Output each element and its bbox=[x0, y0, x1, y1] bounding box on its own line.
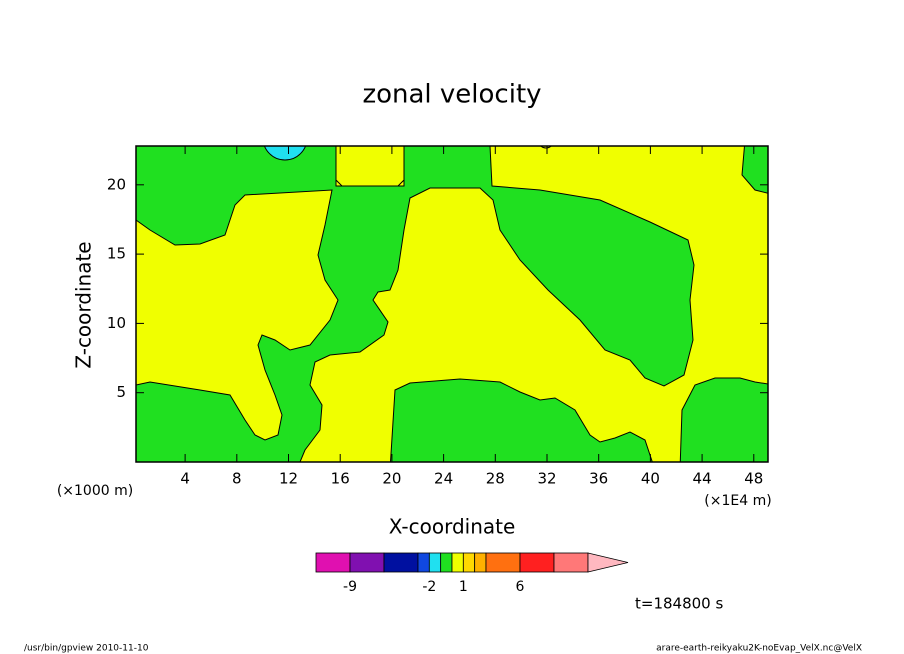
x-axis-label: X-coordinate bbox=[389, 515, 516, 539]
x-tick-label: 12 bbox=[279, 470, 298, 488]
colorbar-extension bbox=[587, 552, 629, 573]
y-tick-label: 10 bbox=[107, 314, 126, 332]
contour-field bbox=[136, 146, 768, 462]
colorbar-tick-label: 6 bbox=[516, 579, 525, 595]
x-tick-label: 8 bbox=[232, 470, 242, 488]
x-tick-label: 32 bbox=[537, 470, 556, 488]
contour-region bbox=[263, 146, 307, 161]
contour-region bbox=[136, 189, 339, 441]
source-label: arare-earth-reikyaku2K-noEvap_VelX.nc@Ve… bbox=[656, 644, 862, 654]
contour-line bbox=[539, 146, 553, 149]
x-factor-label: (×1E4 m) bbox=[704, 493, 771, 509]
contour-region bbox=[679, 377, 768, 462]
x-tick-label: 24 bbox=[434, 470, 453, 488]
colorbar-segment bbox=[383, 552, 419, 573]
y-tick-label: 20 bbox=[107, 175, 126, 193]
contour-region bbox=[335, 146, 405, 187]
x-tick-label: 4 bbox=[180, 470, 190, 488]
x-tick-label: 20 bbox=[382, 470, 401, 488]
x-tick-label: 36 bbox=[589, 470, 608, 488]
colorbar-segment bbox=[462, 552, 476, 573]
contour-region bbox=[389, 378, 653, 462]
colorbar-segment bbox=[485, 552, 521, 573]
contour-region bbox=[741, 146, 768, 194]
x-tick-label: 28 bbox=[486, 470, 505, 488]
x-tick-label: 40 bbox=[641, 470, 660, 488]
colorbar-segment bbox=[428, 552, 442, 573]
colorbar-segment bbox=[417, 552, 430, 573]
x-tick-label: 44 bbox=[693, 470, 712, 488]
x-unit-label: (×1000 m) bbox=[57, 483, 133, 499]
colorbar-segment bbox=[519, 552, 555, 573]
colorbar-segment bbox=[553, 552, 589, 573]
x-tick-label: 16 bbox=[331, 470, 350, 488]
x-tick-label: 48 bbox=[744, 470, 763, 488]
colorbar-segment bbox=[451, 552, 464, 573]
chart-title: zonal velocity bbox=[362, 80, 541, 110]
colorbar-tick-label: -2 bbox=[422, 579, 436, 595]
time-label: t=184800 s bbox=[635, 595, 723, 613]
program-label: /usr/bin/gpview 2010-11-10 bbox=[24, 644, 149, 654]
colorbar-tick-label: 1 bbox=[459, 579, 468, 595]
y-tick-label: 15 bbox=[107, 245, 126, 263]
y-axis-label: Z-coordinate bbox=[72, 241, 96, 368]
y-tick-label: 5 bbox=[116, 383, 126, 401]
plot-frame bbox=[135, 145, 769, 463]
colorbar-segment bbox=[349, 552, 385, 573]
colorbar-segment bbox=[474, 552, 487, 573]
colorbar-segment bbox=[440, 552, 453, 573]
colorbar-segment bbox=[315, 552, 351, 573]
colorbar-tick-label: -9 bbox=[343, 579, 357, 595]
